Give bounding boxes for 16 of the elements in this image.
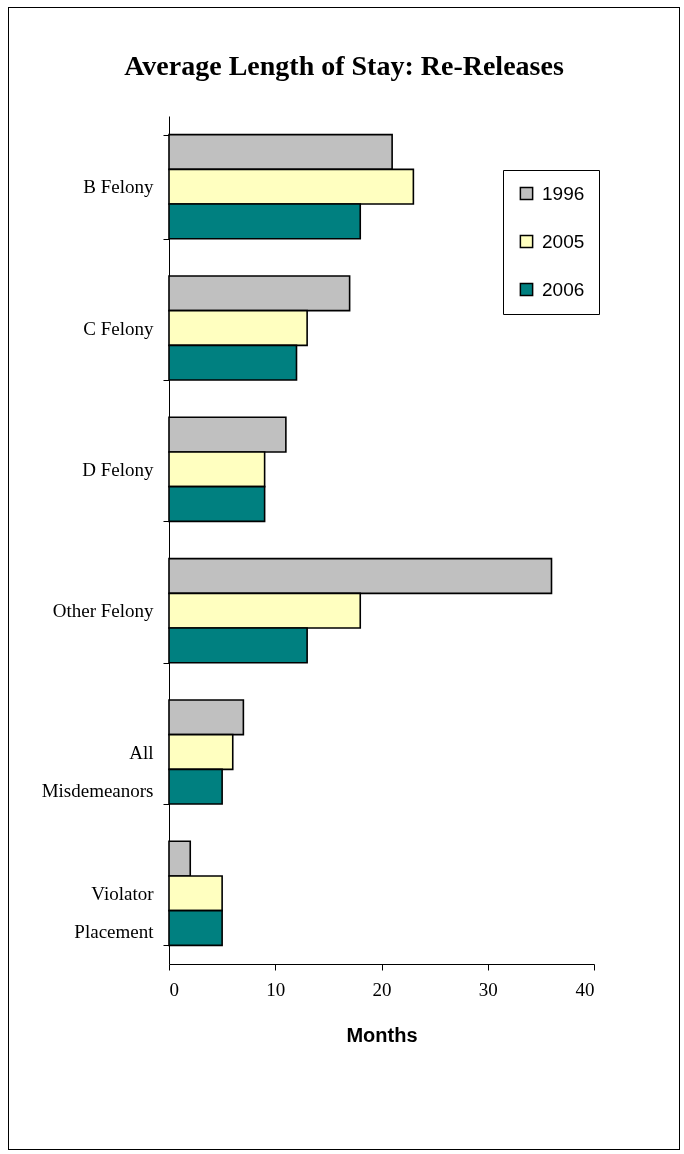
legend-label: 2005: [542, 230, 585, 252]
x-axis-title: Months: [346, 1023, 418, 1046]
y-tick-label: All Misdemeanors: [41, 741, 154, 801]
y-tick-label: C Felony: [83, 317, 154, 339]
chart-title: Average Length of Stay: Re-Releases: [124, 50, 564, 81]
x-tick-label: 30: [478, 978, 498, 1000]
x-tick-label: 0: [169, 978, 179, 1000]
x-tick-label: 10: [266, 978, 286, 1000]
legend-label: 1996: [542, 182, 585, 204]
y-tick-label: Other Felony: [52, 600, 154, 622]
y-tick-label: Violator Placement: [74, 882, 155, 942]
x-tick-label: 20: [372, 978, 392, 1000]
x-tick-label: 40: [575, 978, 595, 1000]
legend-label: 2006: [542, 278, 585, 300]
y-tick-label: B Felony: [83, 176, 154, 198]
y-tick-label: D Felony: [82, 458, 154, 480]
